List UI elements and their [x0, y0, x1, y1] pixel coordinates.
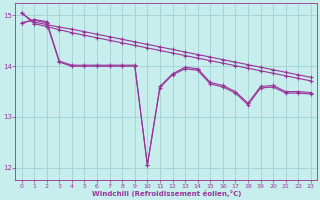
X-axis label: Windchill (Refroidissement éolien,°C): Windchill (Refroidissement éolien,°C) [92, 190, 241, 197]
